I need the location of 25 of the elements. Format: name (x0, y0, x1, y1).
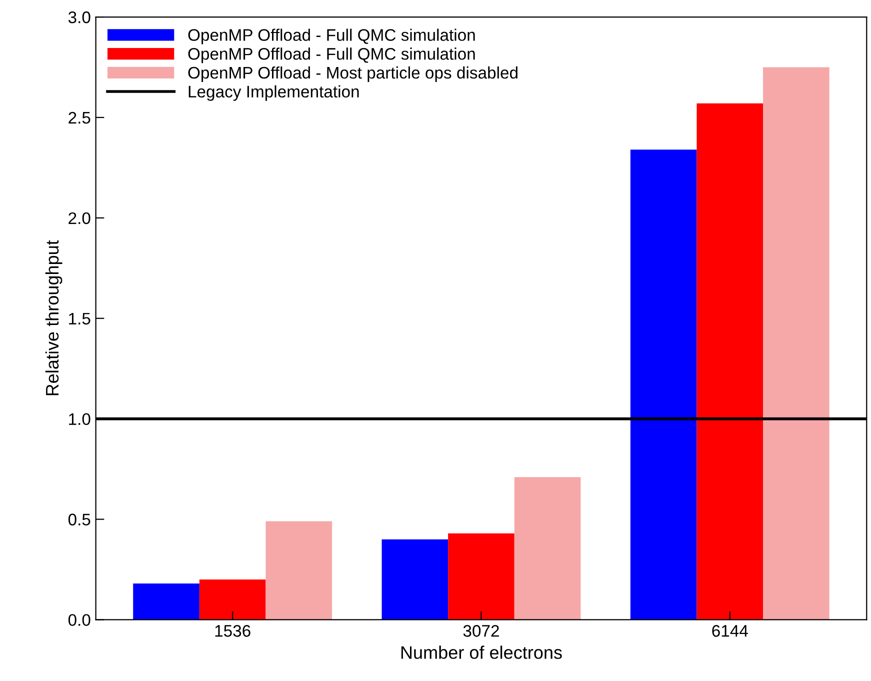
bar (514, 477, 581, 620)
legend-label: OpenMP Offload - Full QMC simulation (188, 28, 475, 44)
y-tick-label: 3.0 (68, 11, 90, 24)
legend-label: Legacy Implementation (188, 85, 359, 101)
y-tick-label: 1.0 (69, 413, 90, 426)
legend-label: OpenMP Offload - Full QMC simulation (188, 48, 475, 64)
legend-label: OpenMP Offload - Most particle ops disabled (188, 66, 518, 82)
x-tick-label: 3072 (463, 625, 499, 637)
x-tick-label: 1536 (215, 625, 250, 637)
x-tick-label: 6144 (712, 625, 748, 637)
bar (133, 584, 200, 620)
y-tick-label: 0.5 (68, 514, 90, 526)
bar (266, 521, 332, 620)
bar (448, 533, 514, 620)
y-tick-label: 1.5 (69, 312, 90, 325)
bar (763, 67, 830, 620)
y-axis-title: Relative throughput (45, 240, 62, 396)
y-tick-label: 0.0 (68, 614, 90, 626)
y-tick-label: 2.0 (68, 212, 90, 224)
bar (382, 539, 448, 620)
bar (199, 580, 266, 620)
bar (696, 103, 764, 620)
y-tick-label: 2.5 (68, 112, 90, 124)
bar (630, 150, 697, 620)
x-axis-title: Number of electrons (401, 646, 562, 659)
